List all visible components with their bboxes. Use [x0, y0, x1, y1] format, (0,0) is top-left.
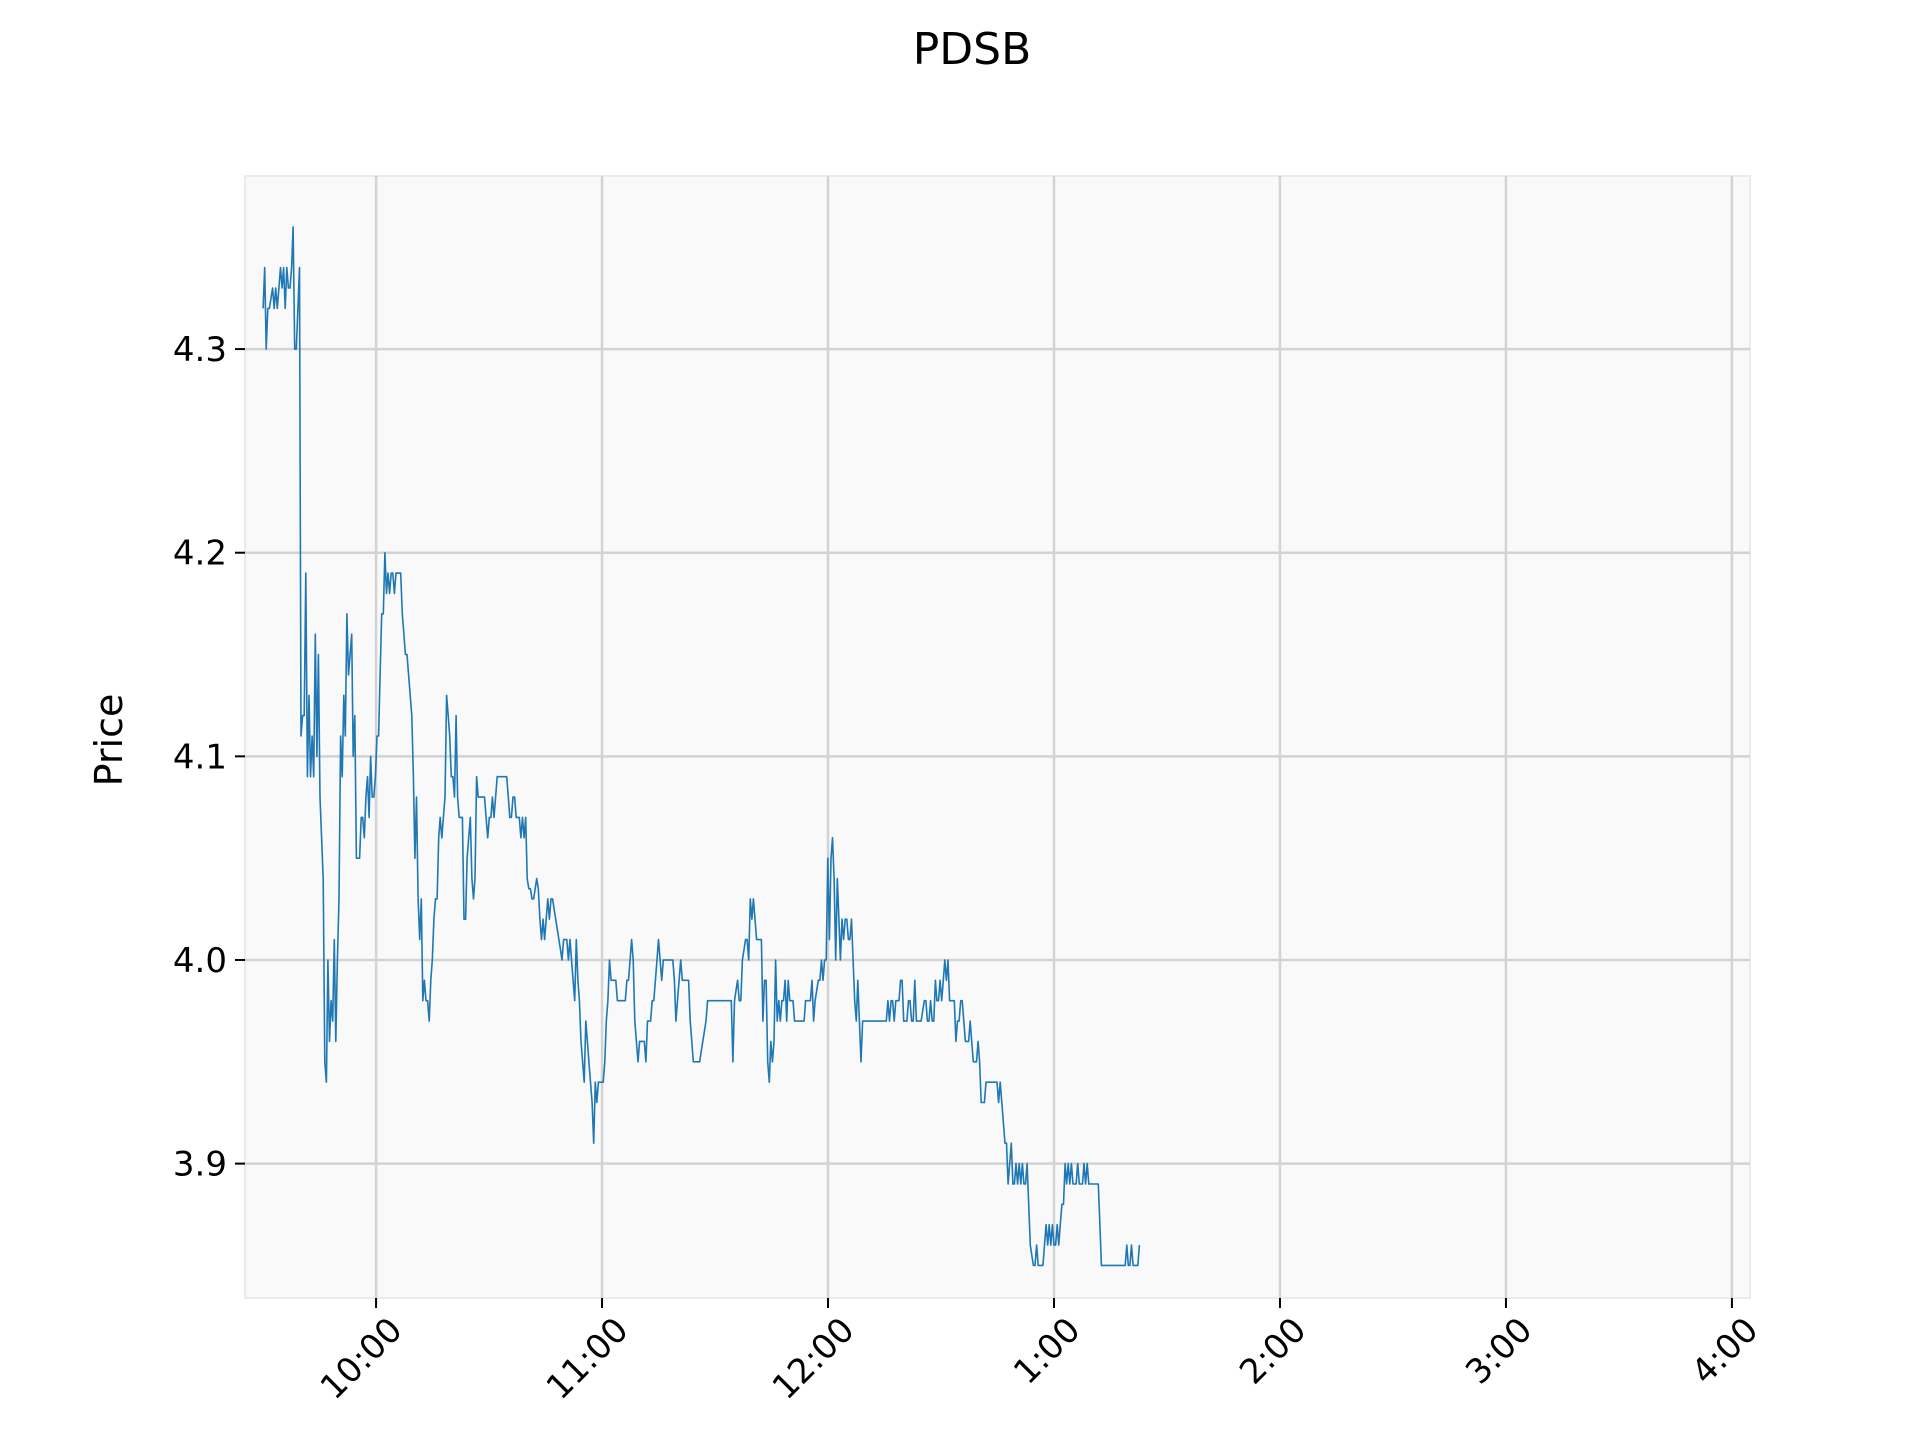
y-axis-label: Price [87, 694, 131, 787]
series-layer [262, 226, 1141, 1267]
x-tick-label: 1:00 [1006, 1310, 1088, 1392]
x-tick-label: 10:00 [313, 1310, 411, 1408]
y-axis: 3.9 4.0 4.1 4.2 4.3 [173, 330, 245, 1185]
x-tick-label: 3:00 [1458, 1310, 1540, 1392]
y-tick-label: 4.2 [173, 534, 227, 574]
plot-area [244, 175, 1751, 1299]
x-tick-label: 2:00 [1232, 1310, 1314, 1392]
y-tick-label: 3.9 [173, 1145, 227, 1185]
y-tick-label: 4.3 [173, 330, 227, 370]
y-tick-label: 4.1 [173, 737, 227, 777]
x-tick-label: 12:00 [765, 1310, 863, 1408]
x-axis: 10:00 11:00 12:00 1:00 2:00 3:00 4:00 [313, 1298, 1766, 1408]
chart-title: PDSB [913, 24, 1032, 75]
y-tick-label: 4.0 [173, 941, 227, 981]
price-line [262, 226, 1141, 1267]
x-tick-label: 11:00 [539, 1310, 637, 1408]
x-tick-label: 4:00 [1684, 1310, 1766, 1392]
grid-lines [245, 176, 1750, 1298]
